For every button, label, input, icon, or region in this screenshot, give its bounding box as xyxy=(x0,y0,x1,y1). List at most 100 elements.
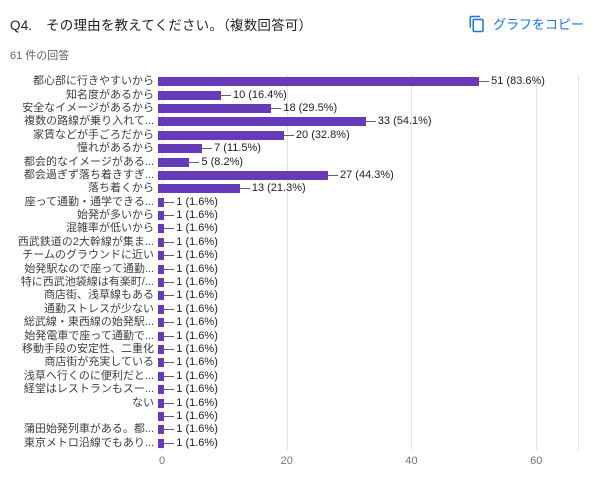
bar xyxy=(158,385,165,395)
category-label: 移動手段の安定性、二重化 xyxy=(22,343,154,355)
annotation-stub xyxy=(328,174,338,176)
category-label: ない xyxy=(132,396,154,409)
plot-cell: 5 (8.2%) xyxy=(158,155,578,168)
x-axis-tick: 20 xyxy=(280,454,293,467)
plot-cell: 1 (1.6%) xyxy=(158,329,578,342)
bar xyxy=(158,251,165,261)
value-annotation: 33 (54.1%) xyxy=(377,115,432,128)
bar xyxy=(158,90,221,100)
category-label: 商店街が充実している xyxy=(44,356,154,369)
bar xyxy=(158,371,165,381)
value-annotation: 1 (1.6%) xyxy=(176,222,218,235)
chart-row: 西武鉄道の2大幹線が集ま... 1 (1.6%) xyxy=(10,236,588,249)
value-annotation: 1 (1.6%) xyxy=(176,423,218,436)
value-annotation: 1 (1.6%) xyxy=(176,409,218,422)
annotation-stub xyxy=(164,429,175,431)
bar xyxy=(158,318,165,328)
bar xyxy=(158,237,165,247)
category-label: 総武線・東西線の始発駅... xyxy=(23,316,154,329)
copy-icon xyxy=(468,15,486,33)
bar xyxy=(158,291,165,301)
value-annotation: 1 (1.6%) xyxy=(176,276,218,289)
annotation-stub xyxy=(202,148,213,150)
bar xyxy=(158,331,165,341)
annotation-stub xyxy=(239,188,250,190)
bar xyxy=(158,211,165,221)
chart-row: 浅草へ行くのに便利だと... 1 (1.6%) xyxy=(10,370,588,383)
bar xyxy=(158,438,165,448)
annotation-stub xyxy=(164,375,175,377)
value-annotation: 10 (16.4%) xyxy=(232,88,287,101)
chart-row: 総武線・東西線の始発駅... 1 (1.6%) xyxy=(10,316,588,329)
value-annotation: 7 (11.5%) xyxy=(214,142,261,155)
copy-chart-button[interactable]: グラフをコピー xyxy=(464,12,588,35)
category-label: 都会的なイメージがある... xyxy=(24,155,154,168)
bar xyxy=(158,157,190,167)
value-annotation: 1 (1.6%) xyxy=(176,249,218,262)
annotation-stub xyxy=(220,94,231,96)
chart-row: 始発駅なので座って通勤... 1 (1.6%) xyxy=(10,262,588,275)
category-label: 浅草へ行くのに便利だと... xyxy=(23,369,154,382)
annotation-stub xyxy=(164,335,175,337)
chart-header: Q4. その理由を教えてください。（複数回答可） グラフをコピー xyxy=(10,12,588,35)
category-label: 経堂はレストランもスー... xyxy=(23,383,154,396)
plot-cell: 1 (1.6%) xyxy=(158,356,578,369)
question-title: Q4. その理由を教えてください。（複数回答可） xyxy=(10,18,313,33)
x-axis-tick: 60 xyxy=(530,454,543,467)
plot-cell: 1 (1.6%) xyxy=(158,396,578,409)
category-label: 落ち着くから xyxy=(88,182,154,195)
category-label: 家賃などが手ごろだから xyxy=(33,128,154,141)
chart-row: 安全なイメージがあるから 18 (29.5%) xyxy=(10,102,588,115)
chart-row: 移動手段の安定性、二重化 1 (1.6%) xyxy=(10,343,588,356)
value-annotation: 1 (1.6%) xyxy=(176,262,218,275)
category-label: 知名度があるから xyxy=(66,88,154,101)
value-annotation: 51 (83.6%) xyxy=(491,75,545,88)
bar-chart: 都心部に行きやすいから 51 (83.6%) 知名度があるから 10 (16.4%) 安… xyxy=(10,75,588,468)
bar xyxy=(158,425,165,435)
value-annotation: 27 (44.3%) xyxy=(340,168,394,181)
x-axis-tick: 0 xyxy=(158,454,166,467)
plot-cell: 1 (1.6%) xyxy=(158,262,578,275)
annotation-stub xyxy=(189,161,200,163)
plot-cell: 7 (11.5%) xyxy=(158,142,578,155)
category-label: 始発電車で座って通勤で... xyxy=(24,329,154,342)
bar xyxy=(158,304,165,314)
category-label: 東京メトロ沿線でもあり... xyxy=(23,436,154,449)
category-label: 複数の路線が乗り入れて... xyxy=(24,115,154,128)
plot-cell: 1 (1.6%) xyxy=(158,383,578,396)
bar xyxy=(158,197,165,207)
plot-cell: 1 (1.6%) xyxy=(158,423,578,436)
chart-row: 都会的なイメージがある... 5 (8.2%) xyxy=(10,155,588,168)
value-annotation: 1 (1.6%) xyxy=(176,329,218,342)
plot-cell: 10 (16.4%) xyxy=(158,88,578,101)
category-label: 始発が多いから xyxy=(77,209,154,222)
responses-count: 61 件の回答 xyxy=(10,50,70,62)
bar xyxy=(158,398,165,408)
gridlines xyxy=(162,75,579,450)
bar xyxy=(158,411,165,421)
value-annotation: 20 (32.8%) xyxy=(295,128,350,141)
annotation-stub xyxy=(164,322,175,324)
gridline xyxy=(578,75,579,450)
gridline xyxy=(536,75,538,450)
plot-cell: 1 (1.6%) xyxy=(158,289,578,302)
value-annotation: 1 (1.6%) xyxy=(176,289,218,302)
annotation-stub xyxy=(164,268,175,270)
category-label: 憧れがあるから xyxy=(77,142,154,155)
chart-row: 始発電車で座って通勤で... 1 (1.6%) xyxy=(10,329,588,342)
chart-row: 経堂はレストランもスー... 1 (1.6%) xyxy=(10,383,588,396)
value-annotation: 1 (1.6%) xyxy=(176,383,218,396)
chart-row: 都会過ぎず落ち着きすぎ... 27 (44.3%) xyxy=(10,169,588,182)
bar xyxy=(158,144,203,154)
chart-row: 家賃などが手ごろだから 20 (32.8%) xyxy=(10,129,588,142)
annotation-stub xyxy=(164,362,175,364)
category-label: 特に西武池袋線は有楽町/... xyxy=(20,276,154,289)
category-label: チームのグラウンドに近い xyxy=(22,249,154,262)
bar xyxy=(158,345,165,354)
value-annotation: 1 (1.6%) xyxy=(176,235,218,248)
value-annotation: 1 (1.6%) xyxy=(176,436,218,449)
bar xyxy=(158,103,272,113)
chart-row: 都心部に行きやすいから 51 (83.6%) xyxy=(10,75,588,88)
annotation-stub xyxy=(164,215,175,217)
